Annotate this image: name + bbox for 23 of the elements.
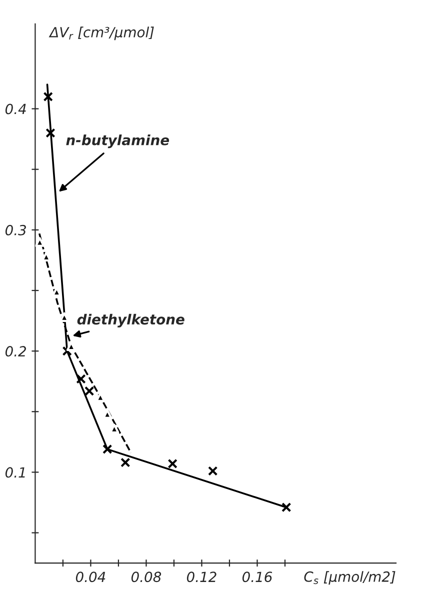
point <box>282 502 292 512</box>
x-tick-label: 0.16 <box>242 572 272 582</box>
y-tick-label: 0.4 <box>5 104 26 114</box>
point <box>62 346 72 356</box>
point <box>35 237 45 247</box>
point <box>168 458 178 469</box>
x-tick-label: 0.04 <box>76 572 106 582</box>
point <box>120 458 130 468</box>
x-tick-label: 0.08 <box>131 572 162 582</box>
point <box>102 444 112 454</box>
point <box>76 374 86 384</box>
x-axis-title: C$_{s}$ [μmol/m2] <box>304 571 396 585</box>
series-label: n-butylamine <box>66 134 170 148</box>
point <box>84 386 94 396</box>
series-label: diethylketone <box>77 314 184 328</box>
point <box>46 128 56 138</box>
y-axis-title: ΔV$_{r}$ [cm³/μmol] <box>48 26 154 40</box>
y-tick-label: 0.3 <box>5 224 26 236</box>
y-tick-label: 0.2 <box>5 346 26 357</box>
point <box>208 466 218 476</box>
point <box>43 92 53 102</box>
y-tick-label: 0.1 <box>5 467 25 478</box>
x-tick-label: 0.12 <box>186 572 216 582</box>
